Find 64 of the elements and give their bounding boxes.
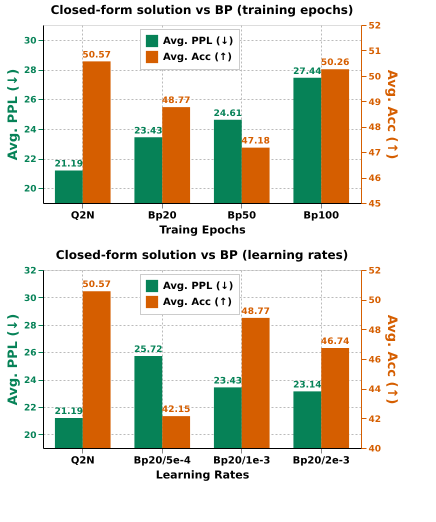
legend-label: Avg. Acc (↑) — [163, 52, 232, 63]
data-label: 46.74 — [320, 337, 350, 348]
data-label: 25.72 — [134, 344, 163, 355]
y-tick-label: 22 — [24, 155, 36, 165]
y-tick-label: 28 — [24, 66, 36, 76]
data-label: 24.61 — [214, 108, 242, 119]
y-tick-label: 30 — [24, 294, 36, 304]
x-tick-label: Bp20/1e-3 — [213, 456, 270, 466]
y-tick-label: 26 — [24, 96, 36, 106]
data-label: 27.44 — [293, 66, 322, 77]
y-tick-label: 26 — [24, 348, 36, 359]
data-label: 50.26 — [320, 58, 350, 68]
data-label: 42.15 — [162, 405, 190, 416]
x-tick-label: Bp20 — [148, 210, 177, 222]
data-label: 50.57 — [82, 50, 111, 60]
x-tick-label: Bp20/5e-4 — [134, 456, 191, 466]
chart-title: Closed-form solution vs BP (training epochs) — [50, 3, 354, 17]
y-tick-label: 20 — [24, 430, 36, 441]
y2-tick-label: 44 — [368, 385, 382, 396]
y2-tick-label: 52 — [368, 266, 382, 276]
y-tick-label: 28 — [24, 321, 36, 332]
y2-tick-label: 49 — [368, 98, 382, 108]
x-tick-label: Bp100 — [303, 210, 340, 222]
y2-tick-label: 51 — [368, 46, 382, 57]
y2-tick-label: 45 — [368, 200, 382, 210]
y2-tick-label: 48 — [368, 123, 382, 134]
y2-tick-label: 40 — [368, 444, 382, 454]
x-tick-label: Q2N — [70, 210, 95, 222]
y-tick-label: 20 — [24, 184, 36, 195]
y-tick-label: 22 — [24, 403, 36, 414]
y-tick-label: 32 — [24, 266, 36, 276]
legend-label: Avg. PPL (↓) — [163, 281, 234, 292]
data-label: 21.19 — [54, 160, 84, 170]
y2-axis-title: Avg. Acc (↑) — [384, 70, 400, 160]
y-tick-label: 24 — [24, 376, 36, 386]
y2-axis-title: Avg. Acc (↑) — [384, 314, 400, 404]
y-axis-title: Avg. PPL (↓) — [6, 314, 21, 406]
y-tick-label: 30 — [24, 36, 36, 46]
data-label: 47.18 — [241, 136, 270, 147]
data-label: 50.57 — [82, 280, 111, 290]
y-axis-title: Avg. PPL (↓) — [6, 68, 21, 160]
chart-title: Closed-form solution vs BP (learning rates) — [56, 248, 348, 262]
y2-tick-label: 52 — [368, 22, 382, 32]
data-label: 23.43 — [134, 126, 163, 136]
x-tick-label: Bp20/2e-3 — [292, 456, 350, 466]
x-axis-title: Traing Epochs — [159, 224, 246, 236]
y2-tick-label: 50 — [368, 296, 382, 306]
data-label: 48.77 — [241, 306, 270, 317]
legend-label: Avg. Acc (↑) — [163, 297, 232, 308]
y2-tick-label: 46 — [368, 356, 382, 366]
y2-tick-label: 47 — [368, 148, 382, 159]
y-tick-label: 24 — [24, 125, 36, 136]
x-axis-title: Learning Rates — [156, 468, 250, 482]
data-label: 23.43 — [214, 376, 242, 386]
y2-tick-label: 50 — [368, 72, 382, 82]
x-tick-label: Q2N — [70, 456, 95, 466]
y2-tick-label: 42 — [368, 414, 382, 425]
legend-label: Avg. PPL (↓) — [163, 36, 234, 47]
data-label: 23.14 — [293, 380, 322, 390]
data-label: 48.77 — [162, 96, 190, 106]
data-label: 21.19 — [54, 407, 84, 418]
y2-tick-label: 48 — [368, 326, 382, 336]
x-tick-label: Bp50 — [227, 210, 256, 222]
y2-tick-label: 46 — [368, 174, 382, 184]
